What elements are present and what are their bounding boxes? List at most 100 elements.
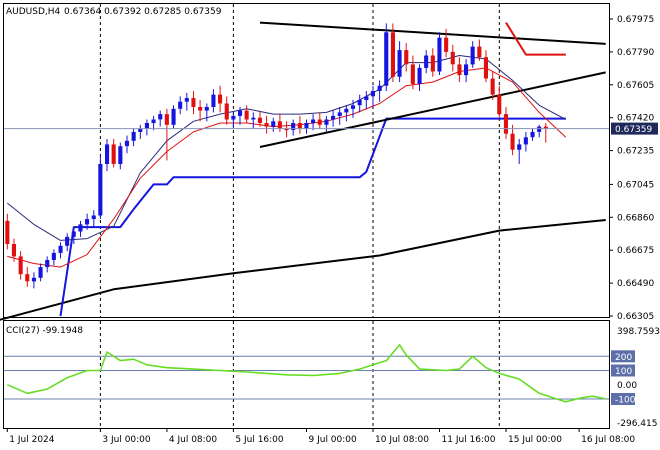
time-tick-label: 11 Jul 16:00 [442, 435, 496, 445]
current-price-label: 0.67359 [615, 125, 652, 135]
candle-body [291, 123, 296, 131]
candle-body [45, 260, 50, 268]
indicator-line [259, 21, 606, 45]
price-tick-label: 0.66675 [617, 246, 654, 256]
candle-body [18, 256, 23, 275]
candle-body [390, 32, 395, 77]
candle-body [118, 146, 123, 164]
candle-body [537, 126, 542, 132]
price-tick-label: 0.66305 [617, 312, 654, 322]
cci-line [6, 344, 606, 403]
cci-level-badge [611, 364, 635, 377]
chart-title: AUDUSD,H4 [6, 7, 61, 17]
candle-body [231, 115, 236, 120]
candle-body [523, 137, 528, 145]
candle-body [264, 123, 269, 127]
candle-body [331, 115, 336, 120]
candle-body [304, 123, 309, 129]
cci-level-badge [611, 393, 635, 405]
candle-body [178, 101, 183, 109]
candle-body [105, 144, 110, 164]
indicator-lines [0, 21, 606, 321]
candle-body [111, 144, 116, 164]
candle-body [364, 96, 369, 100]
cci-level-label: 100 [615, 367, 632, 377]
candle-body [144, 123, 149, 129]
candle-body [271, 121, 276, 127]
time-tick-label: 16 Jul 08:00 [581, 435, 635, 445]
candle-body [257, 117, 262, 123]
candle-body [58, 245, 63, 253]
candle-body [351, 105, 356, 109]
candle-body [510, 133, 515, 150]
candle-body [211, 94, 216, 107]
candle-body [543, 126, 548, 129]
cci-tick-label: 0.00 [617, 381, 637, 391]
candle-body [517, 144, 522, 150]
cci-title: CCI(27) -99.1948 [6, 326, 83, 336]
candle-body [483, 57, 488, 79]
candle-body [377, 85, 382, 91]
time-axis: 1 Jul 2024 3 Jul 00:00 4 Jul 08:00 5 Jul 16… [6, 428, 635, 445]
candle-body [218, 94, 223, 104]
candle-body [224, 103, 229, 120]
indicator-line [259, 71, 606, 148]
cci-level-label: 200 [615, 353, 632, 363]
cci-axis: 398.7593 200 100 0.00 -100 -296.415 [611, 327, 660, 429]
candle-body [410, 64, 415, 84]
price-axis: 0.67975 0.67790 0.67605 0.67420 0.67235 0.670… [4, 15, 658, 322]
indicator-line [505, 22, 566, 56]
candle-body [370, 91, 375, 97]
main-panel-frame [3, 3, 610, 318]
candle-body [65, 236, 70, 246]
time-tick-label: 4 Jul 08:00 [169, 435, 218, 445]
candle-body [311, 119, 316, 124]
candle-body [11, 244, 16, 257]
candle-body [184, 98, 189, 102]
candle-body [317, 119, 322, 125]
candle-body [284, 128, 289, 131]
candle-body [357, 99, 362, 106]
time-tick-label: 1 Jul 2024 [9, 435, 54, 445]
candle-body [31, 277, 36, 282]
candle-body [437, 37, 442, 72]
candle-body [450, 51, 455, 65]
cci-tick-label: -296.415 [617, 419, 657, 429]
candle-body [497, 94, 502, 115]
candle-body [477, 46, 482, 58]
price-tick-label: 0.67235 [617, 147, 654, 157]
candle-body [38, 267, 43, 278]
price-tick-label: 0.67790 [617, 48, 654, 58]
price-tick-label: 0.66860 [617, 213, 654, 223]
candle-body [244, 110, 249, 120]
candle-body [204, 107, 209, 111]
candle-body [464, 64, 469, 76]
candle-body [277, 121, 282, 129]
candle-body [78, 224, 83, 232]
candle-body [430, 55, 435, 72]
time-tick-label: 5 Jul 16:00 [235, 435, 284, 445]
candle-body [251, 117, 256, 120]
indicator-line [59, 117, 566, 317]
candle-body [158, 114, 163, 120]
price-tick-label: 0.67605 [617, 81, 654, 91]
time-tick-label: 3 Jul 00:00 [102, 435, 151, 445]
ohlc-header: 0.67364 0.67392 0.67285 0.67359 [64, 7, 222, 17]
indicator-line [0, 219, 606, 321]
time-tick-label: 9 Jul 00:00 [309, 435, 358, 445]
candle-body [51, 252, 56, 260]
candle-body [344, 108, 349, 113]
candle-body [384, 32, 389, 86]
candle-body [417, 67, 422, 84]
candle-body [444, 37, 449, 52]
candle-body [490, 78, 495, 95]
candle-body [131, 131, 136, 141]
candle-body [71, 231, 76, 237]
cci-series [6, 344, 606, 403]
candle-body [503, 114, 508, 134]
candle-body [85, 219, 90, 225]
candlesticks [5, 23, 548, 289]
candle-body [470, 46, 475, 65]
candle-body [198, 107, 203, 111]
